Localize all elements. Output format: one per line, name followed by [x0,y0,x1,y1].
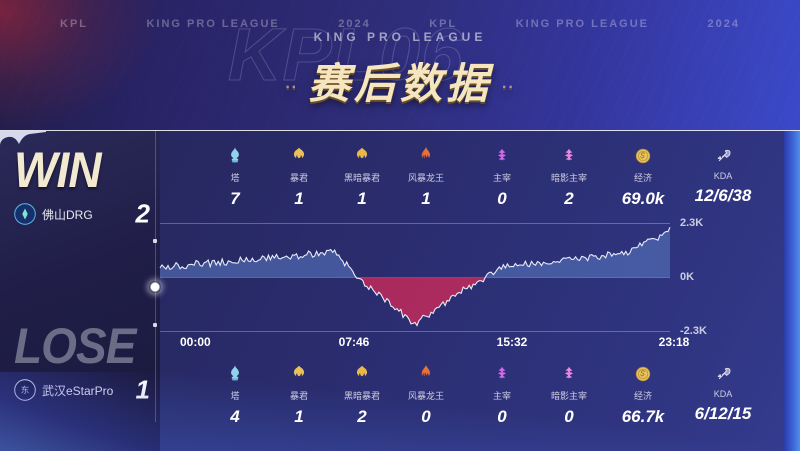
svg-text:东: 东 [21,385,29,395]
